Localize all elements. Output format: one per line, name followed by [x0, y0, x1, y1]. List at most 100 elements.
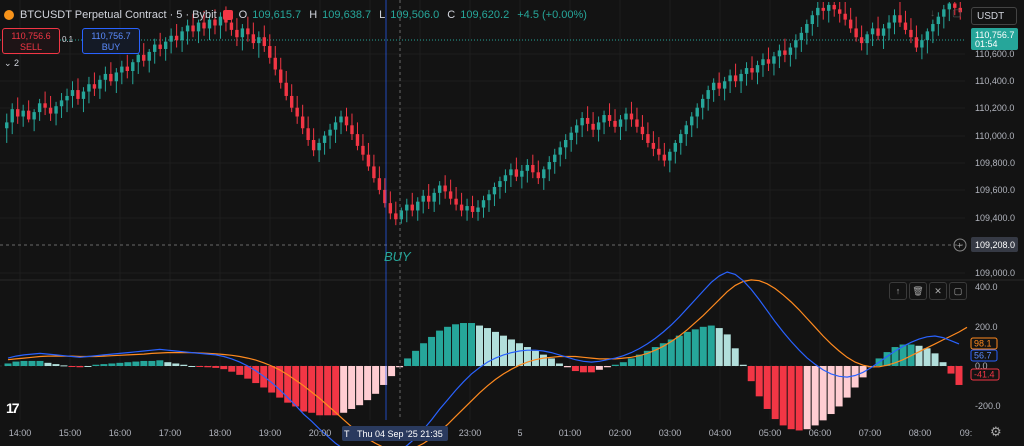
symbol-title[interactable]: BTCUSDT Perpetual Contract · 5 · Bybit [20, 9, 217, 21]
candle-body [416, 201, 420, 211]
macd-histogram-bar [36, 360, 44, 366]
candle-body [251, 34, 256, 44]
macd-histogram-bar [276, 366, 284, 398]
time-tick: 15:00 [59, 428, 82, 438]
macd-histogram-bar [108, 363, 116, 366]
candle-body [421, 195, 425, 202]
download-icon[interactable]: ↓ [930, 8, 935, 19]
candle-body [10, 109, 14, 123]
currency-select[interactable]: USDT [971, 7, 1017, 25]
macd-histogram-bar [188, 366, 196, 367]
countdown-label: 01:54 [975, 39, 998, 49]
candle-body [481, 200, 486, 208]
macd-histogram-bar [20, 360, 28, 366]
tradingview-logo[interactable]: 17 [6, 400, 20, 416]
macd-histogram-bar [180, 364, 188, 366]
price-tick: 109,600.0 [975, 185, 1015, 195]
candle-body [246, 28, 250, 35]
time-tick: 19:00 [259, 428, 282, 438]
candle-body [350, 125, 354, 135]
macd-histogram-bar [172, 363, 180, 366]
macd-histogram-bar [308, 366, 316, 413]
candle-body [273, 57, 277, 70]
candle-body [459, 204, 464, 211]
candle-body [733, 75, 738, 82]
candle-body [202, 22, 206, 29]
fullscreen-icon[interactable]: ▢ [952, 8, 962, 19]
candle-body [931, 24, 935, 32]
candle-body [268, 46, 272, 58]
candle-body [213, 19, 217, 26]
macd-histogram-bar [707, 325, 715, 366]
macd-histogram-bar [332, 366, 340, 416]
time-tick: 02:00 [609, 428, 632, 438]
price-tick: 109,000.0 [975, 268, 1015, 278]
macd-histogram-bar [364, 366, 372, 401]
macd-histogram-bar [316, 366, 324, 416]
candle-body [70, 90, 75, 96]
macd-histogram-bar [883, 352, 891, 366]
time-tick: 5 [517, 428, 522, 438]
time-tick: 16:00 [109, 428, 132, 438]
add-alert-icon [953, 238, 967, 252]
macd-histogram-bar [300, 366, 308, 412]
candle-body [120, 66, 124, 73]
macd-histogram-bar [739, 364, 747, 366]
indicators-collapse-button[interactable]: ⌄ 2 [4, 58, 20, 68]
candle-body [306, 128, 310, 140]
macd-histogram-bar [715, 328, 723, 366]
candle-body [629, 113, 634, 120]
macd-histogram-bar [4, 363, 12, 366]
macd-histogram-bar [220, 366, 228, 370]
signal-line [7, 279, 968, 446]
macd-histogram-bar [595, 366, 603, 370]
alert-icon[interactable] [222, 10, 233, 20]
price-tick: 110,200.0 [975, 103, 1014, 113]
candle-body [399, 210, 403, 220]
sell-button[interactable]: 110,756.6 SELL [2, 28, 60, 54]
delete-icon[interactable]: 🗑 [909, 282, 927, 300]
macd-histogram-bar [476, 325, 483, 366]
candle-body [355, 134, 360, 146]
candle-body [750, 68, 754, 73]
candle-body [136, 54, 140, 63]
candle-body [909, 29, 913, 38]
macd-histogram-bar [611, 364, 619, 366]
candle-body [476, 207, 480, 212]
candle-body [26, 110, 31, 120]
macd-histogram-bar [915, 345, 923, 366]
collapse-pane-icon[interactable]: ✕ [929, 282, 947, 300]
candle-body [832, 4, 836, 10]
candle-body [339, 116, 343, 123]
candle-body [711, 82, 716, 91]
buy-button[interactable]: 110,756.7 BUY [82, 28, 140, 54]
macd-histogram-bar [923, 348, 931, 366]
candle-body [498, 181, 502, 187]
candle-body [618, 119, 623, 127]
macd-histogram-bar [659, 343, 667, 366]
macd-histogram-bar [44, 362, 52, 366]
candle-body [788, 47, 793, 55]
candle-body [536, 172, 540, 179]
candle-body [783, 50, 787, 55]
price-tick: 109,400.0 [975, 213, 1015, 223]
macd-histogram-bar [651, 347, 659, 366]
candle-body [887, 22, 891, 29]
candle-body [125, 66, 129, 71]
candle-body [580, 117, 584, 126]
time-tick: 05:00 [759, 428, 782, 438]
add-alert-plus: + [957, 241, 962, 251]
move-up-icon[interactable]: ↑ [889, 282, 907, 300]
macd-histogram-bar [955, 366, 963, 385]
candle-body [218, 16, 223, 26]
sell-label: SELL [19, 42, 43, 52]
maximize-pane-icon[interactable]: ▢ [949, 282, 967, 300]
candle-body [487, 194, 491, 201]
candle-body [838, 9, 842, 14]
macd-histogram-bar [412, 350, 420, 366]
settings-gear-icon[interactable]: ⚙ [990, 424, 1002, 439]
candle-body [591, 123, 595, 130]
macd-histogram-bar [555, 363, 563, 366]
candle-body [229, 22, 234, 30]
